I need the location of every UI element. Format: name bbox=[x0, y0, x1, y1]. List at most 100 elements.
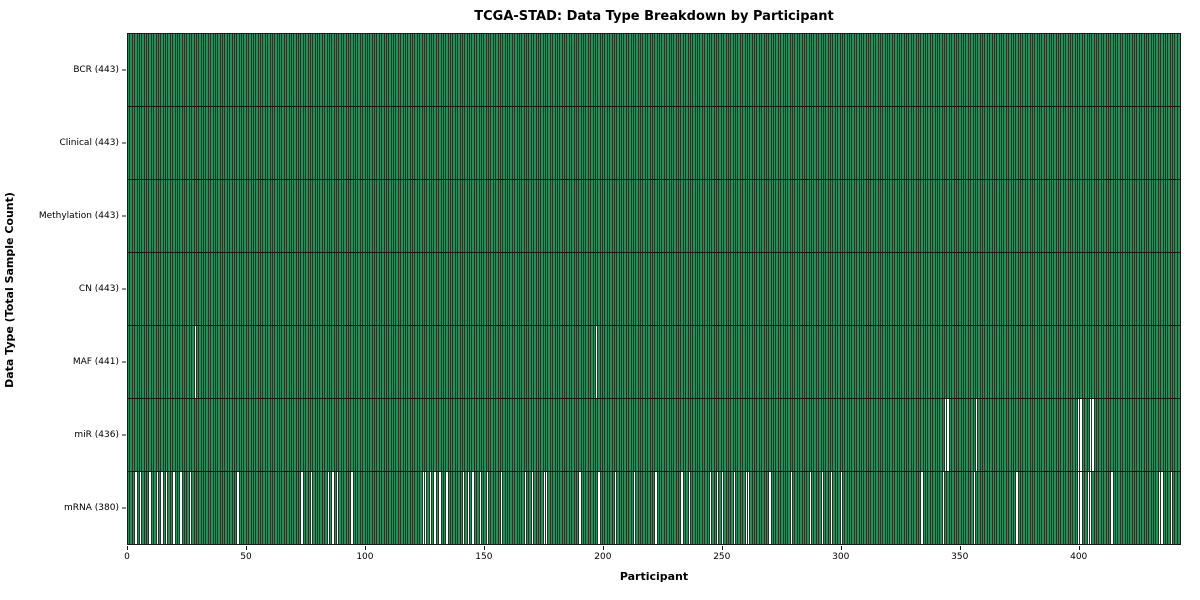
present-cell bbox=[784, 253, 788, 325]
present-cell bbox=[324, 107, 327, 179]
present-cell bbox=[423, 34, 427, 106]
present-cell bbox=[936, 34, 940, 106]
absent-cell bbox=[597, 472, 600, 544]
present-cell bbox=[621, 399, 624, 471]
absent-cell bbox=[808, 472, 811, 544]
present-cell bbox=[352, 472, 355, 544]
present-cell bbox=[426, 253, 429, 325]
present-cell bbox=[205, 326, 208, 398]
present-cell bbox=[165, 399, 168, 471]
present-cell bbox=[858, 180, 861, 252]
present-cell bbox=[1053, 253, 1056, 325]
present-cell bbox=[350, 34, 353, 106]
present-cell bbox=[402, 472, 405, 544]
present-cell bbox=[343, 326, 346, 398]
present-cell bbox=[889, 180, 892, 252]
present-cell bbox=[583, 180, 586, 252]
present-cell bbox=[554, 34, 557, 106]
present-cell bbox=[782, 399, 785, 471]
present-cell bbox=[509, 180, 512, 252]
present-cell bbox=[872, 399, 876, 471]
present-cell bbox=[552, 180, 555, 252]
present-cell bbox=[452, 472, 455, 544]
present-cell bbox=[996, 253, 999, 325]
present-cell bbox=[834, 253, 838, 325]
present-cell bbox=[1100, 326, 1104, 398]
present-cell bbox=[659, 107, 662, 179]
present-cell bbox=[271, 34, 275, 106]
present-cell bbox=[948, 472, 952, 544]
present-cell bbox=[530, 326, 534, 398]
present-cell bbox=[917, 326, 921, 398]
present-cell bbox=[162, 180, 165, 252]
present-cell bbox=[868, 399, 871, 471]
present-cell bbox=[1122, 180, 1125, 252]
present-cell bbox=[433, 253, 436, 325]
present-cell bbox=[238, 472, 241, 544]
present-cell bbox=[264, 253, 268, 325]
present-cell bbox=[687, 253, 690, 325]
present-cell bbox=[157, 253, 161, 325]
present-cell bbox=[129, 326, 132, 398]
present-cell bbox=[1091, 253, 1094, 325]
present-cell bbox=[1053, 34, 1056, 106]
present-cell bbox=[511, 34, 515, 106]
present-cell bbox=[1091, 180, 1094, 252]
present-cell bbox=[478, 399, 481, 471]
present-cell bbox=[932, 253, 935, 325]
present-cell bbox=[1043, 34, 1047, 106]
present-cell bbox=[787, 107, 790, 179]
present-cell bbox=[390, 34, 393, 106]
present-cell bbox=[723, 326, 726, 398]
present-cell bbox=[1043, 253, 1047, 325]
present-cell bbox=[758, 399, 762, 471]
present-cell bbox=[281, 326, 284, 398]
present-cell bbox=[466, 253, 469, 325]
present-cell bbox=[400, 180, 403, 252]
present-cell bbox=[770, 253, 773, 325]
present-cell bbox=[794, 107, 797, 179]
present-cell bbox=[257, 399, 260, 471]
y-tick-mark bbox=[122, 507, 126, 509]
present-cell bbox=[283, 34, 287, 106]
present-cell bbox=[820, 180, 823, 252]
present-cell bbox=[1119, 107, 1123, 179]
present-cell bbox=[609, 399, 612, 471]
present-cell bbox=[735, 253, 738, 325]
present-cell bbox=[445, 34, 448, 106]
present-cell bbox=[1065, 180, 1068, 252]
present-cell bbox=[815, 34, 819, 106]
present-cell bbox=[974, 472, 978, 544]
heatmap-row-Clinical bbox=[128, 106, 1180, 179]
present-cell bbox=[355, 107, 358, 179]
present-cell bbox=[400, 472, 403, 544]
present-cell bbox=[231, 107, 234, 179]
present-cell bbox=[611, 107, 614, 179]
present-cell bbox=[941, 253, 944, 325]
present-cell bbox=[958, 326, 961, 398]
present-cell bbox=[128, 34, 130, 106]
present-cell bbox=[575, 180, 579, 252]
present-cell bbox=[580, 180, 583, 252]
y-tick-mark bbox=[122, 434, 126, 436]
present-cell bbox=[777, 107, 781, 179]
present-cell bbox=[1096, 253, 1099, 325]
present-cell bbox=[248, 180, 251, 252]
present-cell bbox=[825, 399, 828, 471]
present-cell bbox=[483, 253, 486, 325]
present-cell bbox=[343, 399, 346, 471]
present-cell bbox=[511, 326, 515, 398]
present-cell bbox=[1020, 472, 1023, 544]
present-cell bbox=[730, 180, 733, 252]
present-cell bbox=[910, 180, 914, 252]
present-cell bbox=[1005, 326, 1009, 398]
present-cell bbox=[514, 326, 517, 398]
present-cell bbox=[1072, 107, 1075, 179]
present-cell bbox=[288, 399, 291, 471]
present-cell bbox=[993, 472, 997, 544]
present-cell bbox=[212, 107, 215, 179]
present-cell bbox=[528, 472, 531, 544]
present-cell bbox=[1136, 107, 1139, 179]
present-cell bbox=[1134, 253, 1137, 325]
present-cell bbox=[143, 180, 146, 252]
